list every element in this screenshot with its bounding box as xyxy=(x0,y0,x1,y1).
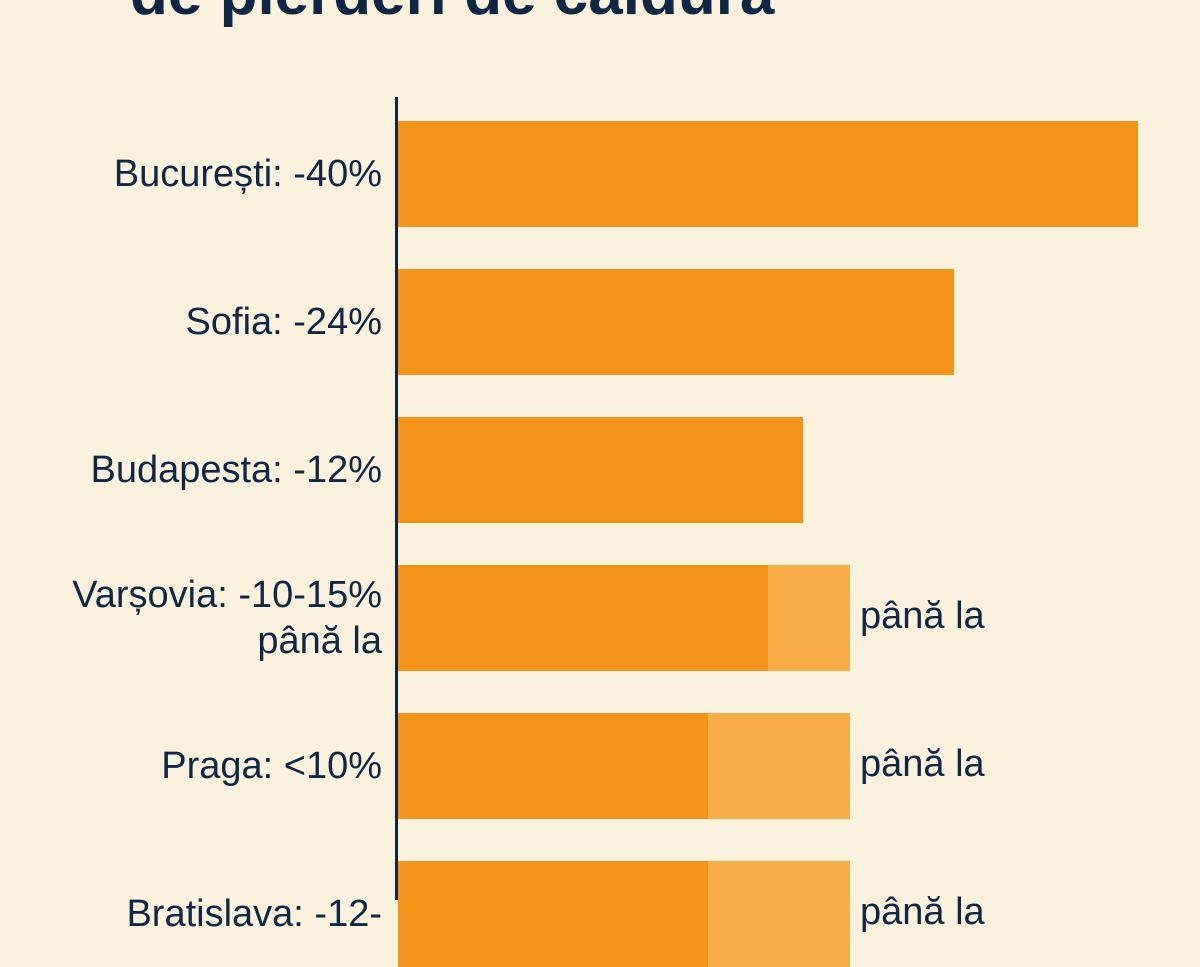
bar xyxy=(398,121,1138,227)
bar-label: București: -40% xyxy=(113,153,382,195)
bar xyxy=(398,713,708,819)
bar-label: Praga: <10% xyxy=(161,745,382,787)
bar-note: până la xyxy=(860,595,985,637)
bar xyxy=(398,269,954,375)
bar-range xyxy=(707,861,850,967)
bar xyxy=(398,861,708,967)
y-axis-line xyxy=(395,97,398,900)
bar-label: Budapesta: -12% xyxy=(90,449,382,491)
bar xyxy=(398,417,804,523)
bar xyxy=(398,565,768,671)
bar-note: până la xyxy=(860,891,985,933)
chart-title: de pierderi de căldură xyxy=(130,0,774,29)
bar-label: Bratislava: -12- xyxy=(126,893,382,935)
bar-range xyxy=(707,713,850,819)
bar-label: Varșovia: -10-15% până la xyxy=(72,574,382,662)
bar-label: Sofia: -24% xyxy=(185,301,382,343)
bar-range xyxy=(768,565,850,671)
bar-note: până la xyxy=(860,743,985,785)
